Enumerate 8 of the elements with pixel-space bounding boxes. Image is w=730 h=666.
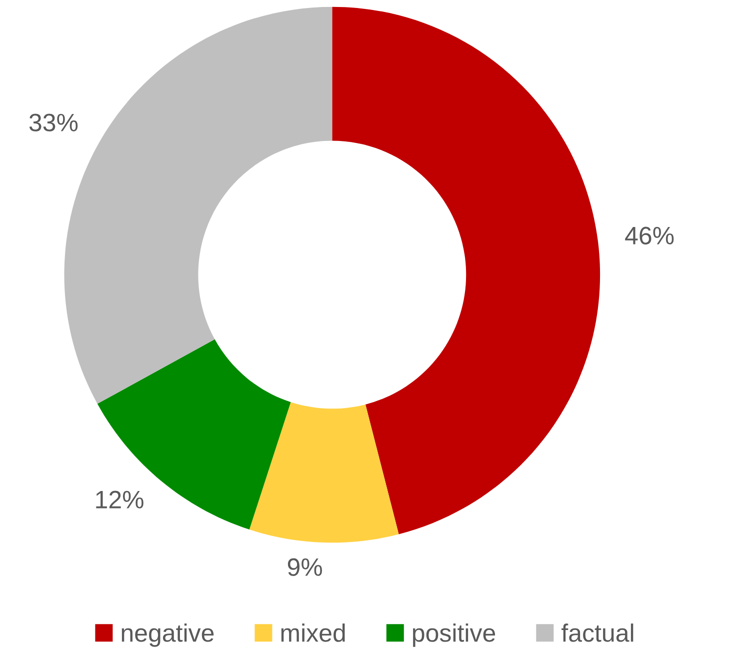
legend-label: positive	[413, 624, 496, 647]
data-label: 9%	[288, 558, 322, 576]
data-label: 33%	[29, 114, 78, 132]
data-label: 46%	[625, 226, 674, 244]
legend-label: negative	[122, 624, 214, 647]
legend-label: factual	[562, 624, 634, 642]
legend-label: mixed	[281, 624, 345, 642]
data-label: 12%	[96, 490, 144, 508]
